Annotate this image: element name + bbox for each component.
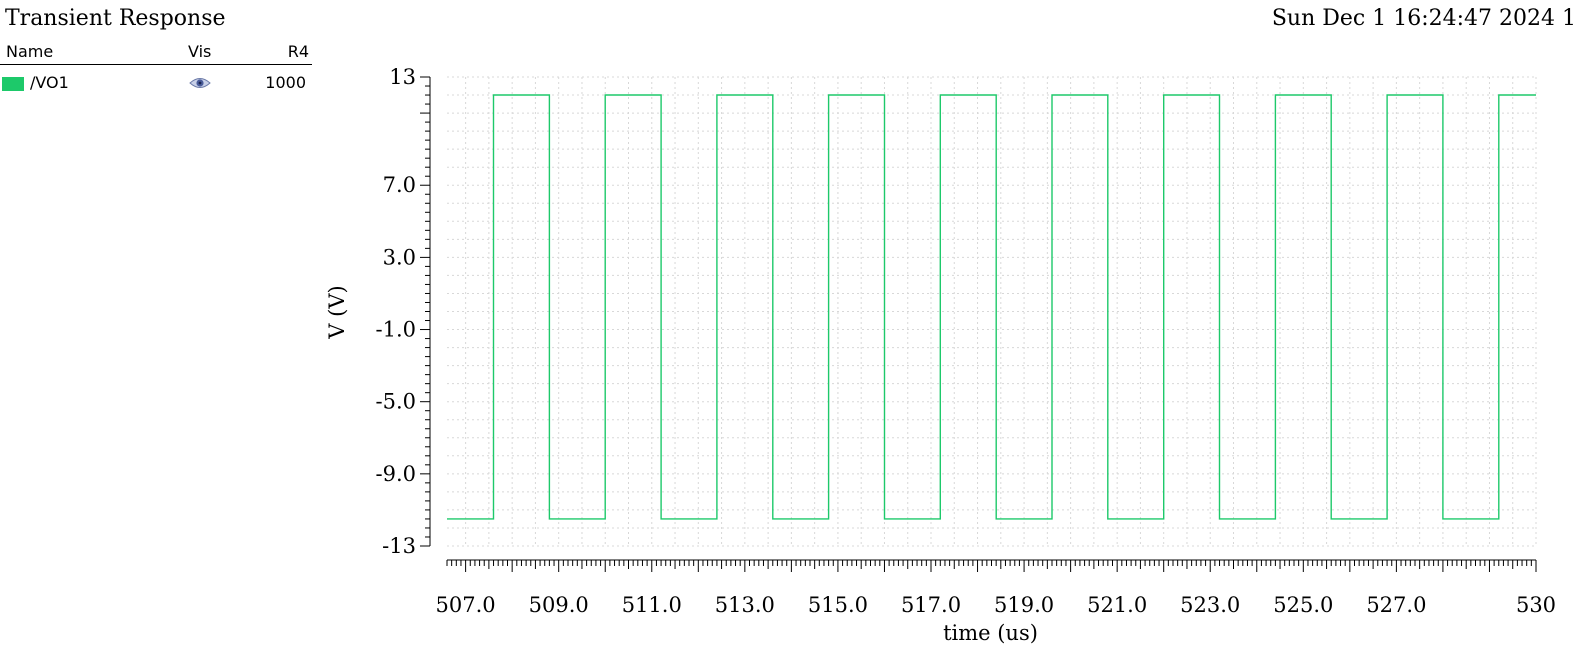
eye-icon[interactable] xyxy=(189,75,211,91)
x-tick-label: 519.0 xyxy=(994,593,1054,617)
plot-series xyxy=(447,94,1536,520)
x-axis: 507.0 509.0 511.0 513.0 515.0 517.0 519.0 521.0… xyxy=(436,559,1556,617)
x-tick-label: 525.0 xyxy=(1273,593,1333,617)
series-line-vo1 xyxy=(447,94,1536,520)
legend-column-value: R4 xyxy=(287,42,309,61)
y-tick-label: -1.0 xyxy=(376,318,417,342)
legend-column-name: Name xyxy=(6,42,54,61)
signal-color-swatch xyxy=(2,77,24,91)
x-tick-label: 515.0 xyxy=(808,593,868,617)
x-tick-label: 517.0 xyxy=(901,593,961,617)
signal-value: 1000 xyxy=(265,73,306,92)
signal-legend: Name Vis R4 /VO1 1000 xyxy=(0,42,312,97)
timestamp: Sun Dec 1 16:24:47 2024 1 xyxy=(1271,6,1576,31)
x-tick-label: 523.0 xyxy=(1180,593,1240,617)
y-axis-label: V (V) xyxy=(325,285,349,339)
legend-header: Name Vis R4 xyxy=(0,42,312,65)
window-title: Transient Response xyxy=(5,6,226,31)
x-tick-label: 509.0 xyxy=(529,593,589,617)
y-tick-label: 7.0 xyxy=(383,173,416,197)
x-tick-label: 513.0 xyxy=(715,593,775,617)
y-tick-label: 13 xyxy=(389,65,416,89)
y-tick-label: 3.0 xyxy=(383,245,416,269)
legend-column-vis: Vis xyxy=(188,42,212,61)
signal-name: /VO1 xyxy=(30,73,69,92)
x-tick-label: 511.0 xyxy=(622,593,682,617)
plot-grid xyxy=(447,76,1537,547)
x-tick-label: 521.0 xyxy=(1087,593,1147,617)
x-tick-label: 507.0 xyxy=(436,593,496,617)
y-tick-label: -13 xyxy=(382,534,416,558)
x-tick-label: 527.0 xyxy=(1366,593,1426,617)
x-tick-label: 530 xyxy=(1516,593,1556,617)
y-tick-label: -9.0 xyxy=(376,462,417,486)
x-axis-label: time (us) xyxy=(943,621,1038,645)
y-tick-label: -5.0 xyxy=(376,390,417,414)
y-axis: 13 7.0 3.0 -1.0 -5.0 -9.0 -13 xyxy=(376,65,431,558)
legend-row-vo1[interactable]: /VO1 1000 xyxy=(0,67,312,97)
